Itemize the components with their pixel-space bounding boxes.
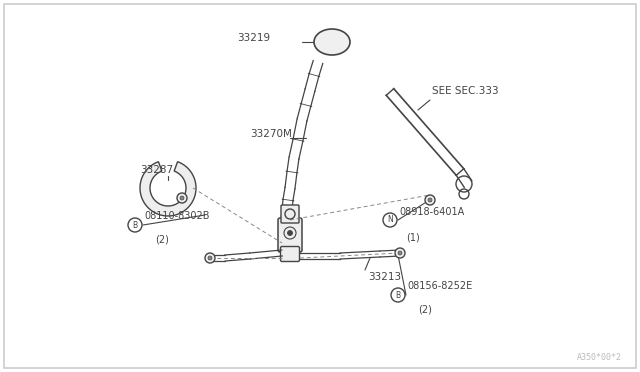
Circle shape xyxy=(208,256,212,260)
Ellipse shape xyxy=(314,29,350,55)
Circle shape xyxy=(425,195,435,205)
Text: B: B xyxy=(396,291,401,299)
Text: (2): (2) xyxy=(418,305,432,315)
Text: 08918-6401A: 08918-6401A xyxy=(399,207,464,217)
FancyBboxPatch shape xyxy=(280,247,300,262)
Text: 08156-8252E: 08156-8252E xyxy=(407,281,472,291)
FancyBboxPatch shape xyxy=(281,205,299,223)
Polygon shape xyxy=(140,162,196,216)
Text: (1): (1) xyxy=(406,232,420,242)
Circle shape xyxy=(398,251,402,255)
Text: SEE SEC.333: SEE SEC.333 xyxy=(432,86,499,96)
Text: A350*00*2: A350*00*2 xyxy=(577,353,622,362)
Text: 33270M: 33270M xyxy=(250,129,292,139)
Text: 33213: 33213 xyxy=(368,272,401,282)
Text: 08110-8302B: 08110-8302B xyxy=(144,211,209,221)
Text: (2): (2) xyxy=(155,235,169,245)
Circle shape xyxy=(428,198,432,202)
Circle shape xyxy=(287,231,292,235)
Circle shape xyxy=(205,253,215,263)
Text: 33219: 33219 xyxy=(237,33,270,43)
Circle shape xyxy=(395,248,405,258)
Text: 33287: 33287 xyxy=(140,165,173,175)
Text: B: B xyxy=(132,221,138,230)
FancyBboxPatch shape xyxy=(278,218,302,252)
Circle shape xyxy=(177,193,187,203)
Circle shape xyxy=(180,196,184,200)
Text: N: N xyxy=(387,215,393,224)
